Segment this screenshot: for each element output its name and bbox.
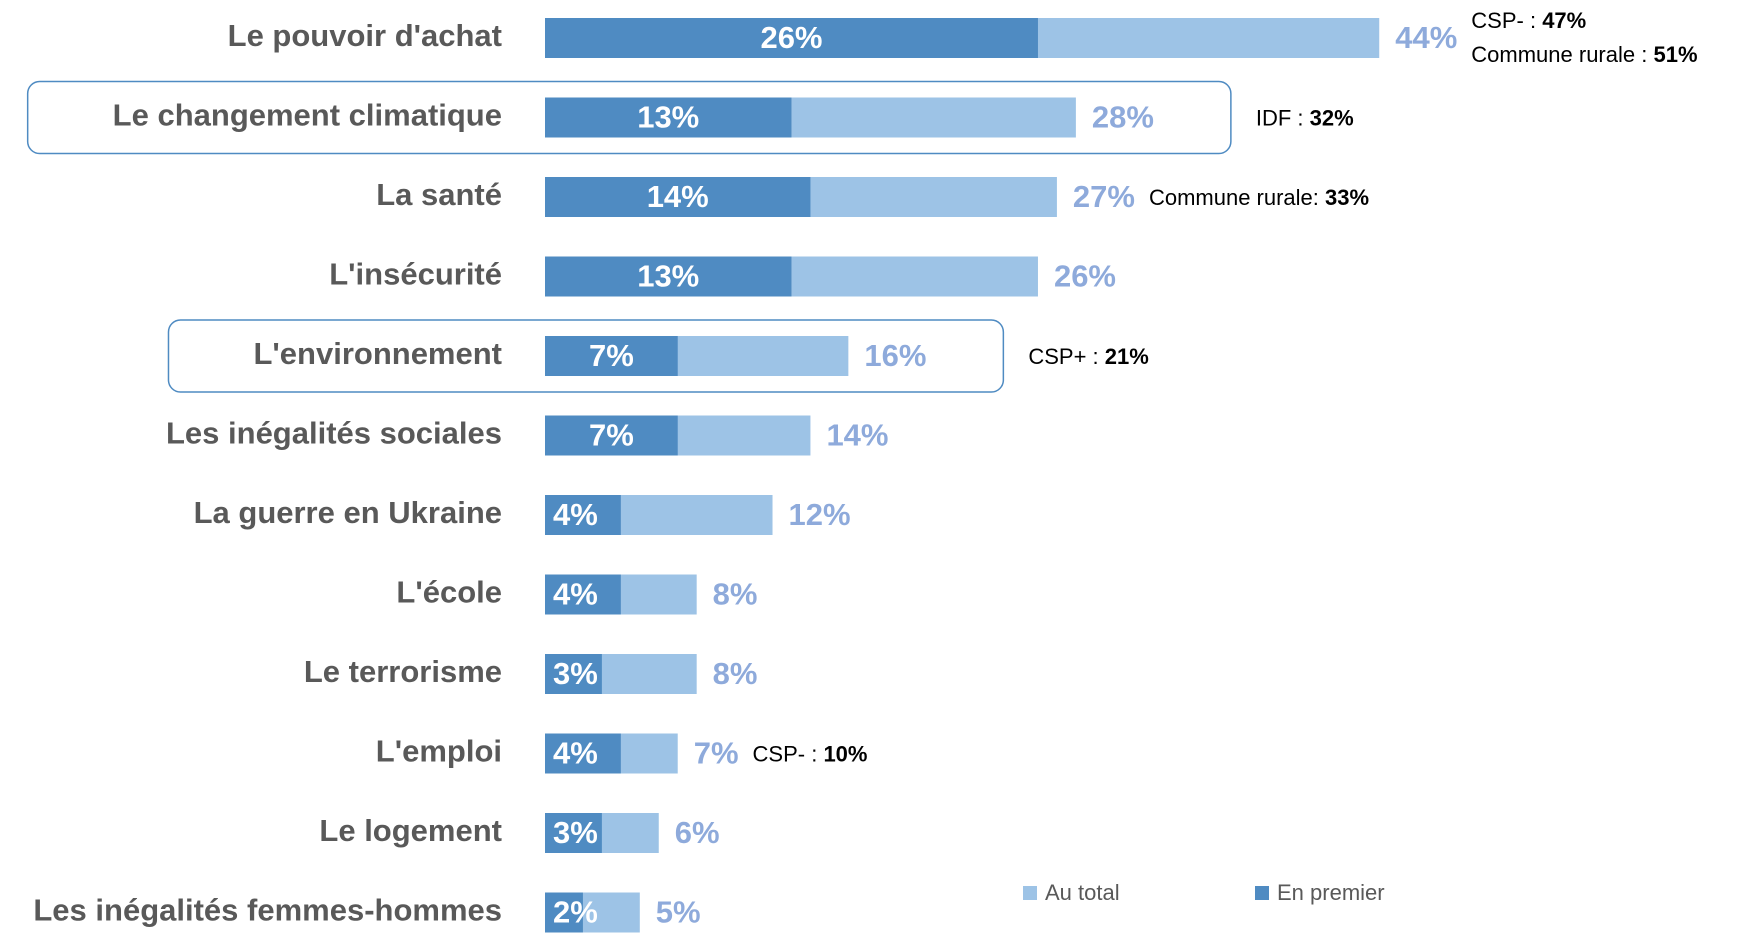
annotation-value: 21% (1105, 344, 1149, 369)
annotation-value: 10% (823, 741, 867, 766)
value-label-first: 7% (589, 418, 634, 453)
bar-first (545, 18, 1038, 58)
bar-first (545, 336, 678, 376)
value-label-total: 6% (675, 815, 720, 850)
value-label-first: 3% (553, 815, 598, 850)
value-label-first: 4% (553, 577, 598, 612)
annotation-value: 33% (1325, 185, 1369, 210)
bar-first (545, 177, 811, 217)
bar-first (545, 97, 792, 138)
bar-first (545, 256, 792, 297)
annotation: CSP- : 10% (753, 741, 868, 766)
category-label: La guerre en Ukraine (194, 495, 502, 530)
value-label-total: 27% (1073, 179, 1135, 214)
annotation-text: IDF : (1256, 105, 1310, 130)
value-label-total: 28% (1092, 100, 1154, 135)
value-label-total: 8% (713, 577, 758, 612)
legend-label: Au total (1045, 880, 1120, 905)
bar-first (545, 892, 583, 933)
legend-label: En premier (1277, 880, 1385, 905)
annotation: CSP- : 47% (1471, 8, 1586, 33)
value-label-total: 5% (656, 895, 701, 930)
highlight-box (167, 319, 1005, 393)
value-label-first: 2% (553, 895, 598, 930)
value-label-total: 12% (789, 497, 851, 532)
value-label-first: 3% (553, 656, 598, 691)
bar-first (545, 495, 621, 535)
category-label: Le changement climatique (113, 98, 502, 133)
annotation-text: Commune rurale : (1471, 42, 1653, 67)
value-label-first: 7% (589, 338, 634, 373)
annotation-text: CSP+ : (1028, 344, 1104, 369)
bar-first (545, 415, 678, 456)
value-label-first: 13% (637, 100, 699, 135)
annotation-text: Commune rurale: (1149, 185, 1325, 210)
value-label-first: 4% (553, 497, 598, 532)
annotation: Commune rurale: 33% (1149, 185, 1369, 210)
category-label: Les inégalités femmes-hommes (33, 893, 502, 928)
category-label: Les inégalités sociales (166, 416, 502, 451)
value-label-first: 13% (637, 259, 699, 294)
value-label-total: 44% (1395, 20, 1457, 55)
category-label: La santé (376, 177, 502, 212)
value-label-total: 8% (713, 656, 758, 691)
category-label: L'école (396, 575, 502, 610)
value-label-total: 14% (826, 418, 888, 453)
annotation: IDF : 32% (1256, 105, 1354, 130)
annotation-text: CSP- : (1471, 8, 1542, 33)
value-label-total: 26% (1054, 259, 1116, 294)
annotation-value: 32% (1310, 105, 1354, 130)
annotation: Commune rurale : 51% (1471, 42, 1697, 67)
bar-first (545, 654, 602, 694)
annotation-text: CSP- : (753, 741, 824, 766)
category-label: L'environnement (253, 336, 502, 371)
legend-swatch (1023, 886, 1037, 900)
annotation: CSP+ : 21% (1028, 344, 1148, 369)
category-label: Le logement (319, 813, 502, 848)
bar-first (545, 574, 621, 615)
value-label-total: 7% (694, 736, 739, 771)
bar-first (545, 733, 621, 774)
value-label-first: 26% (760, 20, 822, 55)
category-label: L'emploi (376, 734, 502, 769)
category-label: L'insécurité (329, 257, 502, 292)
legend-swatch (1255, 886, 1269, 900)
value-label-total: 16% (864, 338, 926, 373)
value-label-first: 14% (647, 179, 709, 214)
category-label: Le terrorisme (304, 654, 502, 689)
annotation-value: 51% (1653, 42, 1697, 67)
highlight-box (26, 80, 1232, 155)
value-label-first: 4% (553, 736, 598, 771)
bar-first (545, 813, 602, 853)
annotation-value: 47% (1542, 8, 1586, 33)
category-label: Le pouvoir d'achat (228, 18, 502, 53)
